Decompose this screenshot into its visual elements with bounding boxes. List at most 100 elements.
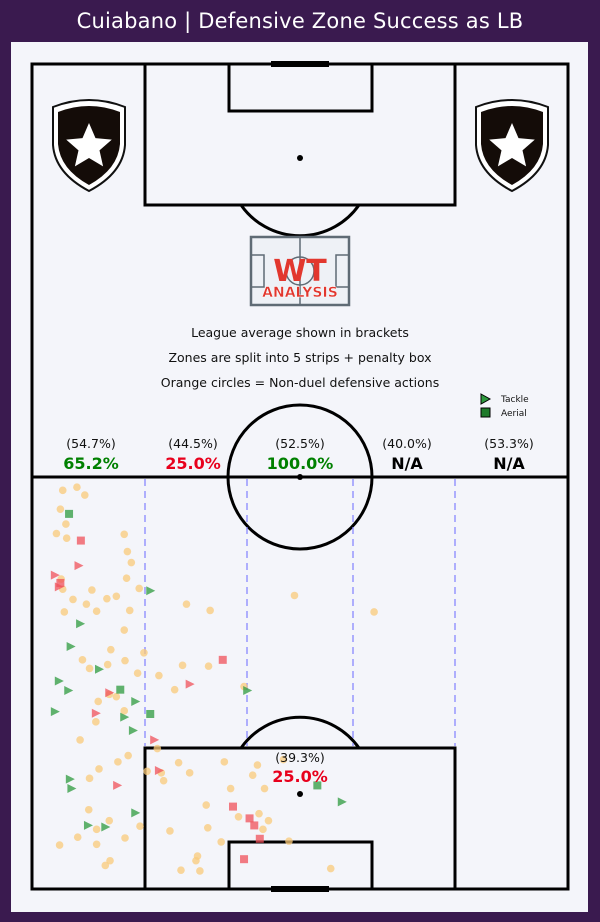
non-duel-action-point [166,827,174,835]
top-penalty-arc [239,204,361,238]
non-duel-action-point [127,558,136,567]
zone-3-league-avg: (52.5%) [275,436,324,451]
tackle-won-point [65,774,75,784]
notes: League average shown in brackets Zones a… [161,325,439,390]
goals [271,61,329,892]
non-duel-action-point [248,771,257,780]
legend-aerial-label: Aerial [501,409,527,419]
non-duel-action-point [253,761,262,769]
tackle-won-point [146,586,156,596]
non-duel-action-point [170,685,179,694]
non-duel-action-point [204,662,213,670]
aerial-lost-point [218,655,227,664]
non-duel-action-point [174,758,183,767]
club-crest-right-icon [475,99,549,193]
non-duel-action-point [120,530,129,539]
non-duel-action-point [88,586,96,594]
non-duel-action-point [123,547,132,556]
aerial-won-point [65,509,74,518]
non-duel-action-point [85,664,94,673]
non-duel-action-point [92,718,100,726]
non-duel-action-point [81,491,89,499]
non-duel-action-point [124,751,132,760]
tackle-won-point [64,685,74,695]
wt-analysis-logo: WT ANALYSIS [249,235,351,307]
non-duel-action-point [56,505,65,513]
top-penalty-spot [297,155,303,161]
non-duel-action-point [69,595,77,604]
tackle-won-point [54,676,64,686]
aerial-lost-point [229,802,237,811]
non-duel-action-point [135,584,143,593]
non-duel-action-point [52,529,61,538]
non-duel-action-point [220,758,229,766]
aerial-won-point [313,781,322,790]
zone-2-success: 25.0% [165,454,221,473]
tackle-won-point [67,784,77,794]
penalty-box-stats: (39.3%) 25.0% [272,750,328,786]
tackle-won-point [131,808,141,818]
tackle-won-point [95,664,104,674]
logo-analysis-text: ANALYSIS [262,285,338,301]
non-duel-action-point [121,834,129,842]
non-duel-action-point [62,534,71,543]
zone-stats: (54.7%) 65.2% (44.5%) 25.0% (52.5%) 100.… [63,436,533,473]
non-duel-action-point [206,606,214,615]
zone-1-league-avg: (54.7%) [66,436,115,451]
non-duel-action-point [101,861,110,870]
aerial-lost-point [76,536,85,545]
non-duel-action-point [107,645,115,654]
non-duel-action-point [73,833,82,842]
non-duel-action-point [196,867,204,875]
tackle-lost-point [74,561,84,571]
non-duel-action-point [92,825,101,834]
note-orange-circles: Orange circles = Non-duel defensive acti… [161,375,439,390]
zone-2-league-avg: (44.5%) [168,436,217,451]
aerial-won-point [116,685,125,694]
tackle-won-point [337,797,347,807]
non-duel-action-point [370,608,378,616]
note-zones: Zones are split into 5 strips + penalty … [168,350,431,365]
non-duel-action-point [260,784,269,793]
non-duel-action-point [106,856,114,865]
tackle-won-point [131,696,141,706]
tackle-won-point [128,725,138,735]
non-duel-action-point [234,813,243,821]
non-duel-action-point [192,856,200,865]
defensive-actions [50,483,378,875]
aerial-lost-point [250,821,259,830]
chart-panel: WT ANALYSIS League average shown in brac… [11,42,588,912]
non-duel-action-point [122,574,131,583]
aerial-lost-point [255,834,264,843]
non-duel-action-point [290,591,299,600]
zone-4-league-avg: (40.0%) [382,436,431,451]
non-duel-action-point [55,841,64,849]
non-duel-action-point [155,671,163,680]
tackle-won-point [101,822,111,832]
non-duel-action-point [125,606,134,615]
top-goal [271,61,329,67]
non-duel-action-point [121,656,129,665]
non-duel-action-point [140,648,148,657]
aerial-lost-point [240,855,249,864]
non-duel-action-point [326,864,335,873]
non-duel-action-point [178,661,187,670]
penalty-box-league-avg: (39.3%) [275,750,324,765]
tackle-won-point [243,685,253,695]
non-duel-action-point [153,744,162,753]
non-duel-action-point [92,840,101,849]
non-duel-action-point [82,600,91,608]
zone-4-success: N/A [391,454,423,473]
chart-title: Cuiabano | Defensive Zone Success as LB [76,9,524,33]
logo-wt-text: WT [273,254,327,289]
legend: Tackle Aerial [480,393,529,419]
non-duel-action-point [78,656,87,664]
non-duel-action-point [136,822,144,831]
tackle-lost-point [91,708,101,718]
bottom-penalty-arc [239,715,361,749]
non-duel-action-point [279,755,288,764]
non-duel-action-point [103,594,111,603]
note-league-average: League average shown in brackets [191,325,409,340]
non-duel-action-point [177,866,185,874]
tackle-won-point [66,642,76,652]
